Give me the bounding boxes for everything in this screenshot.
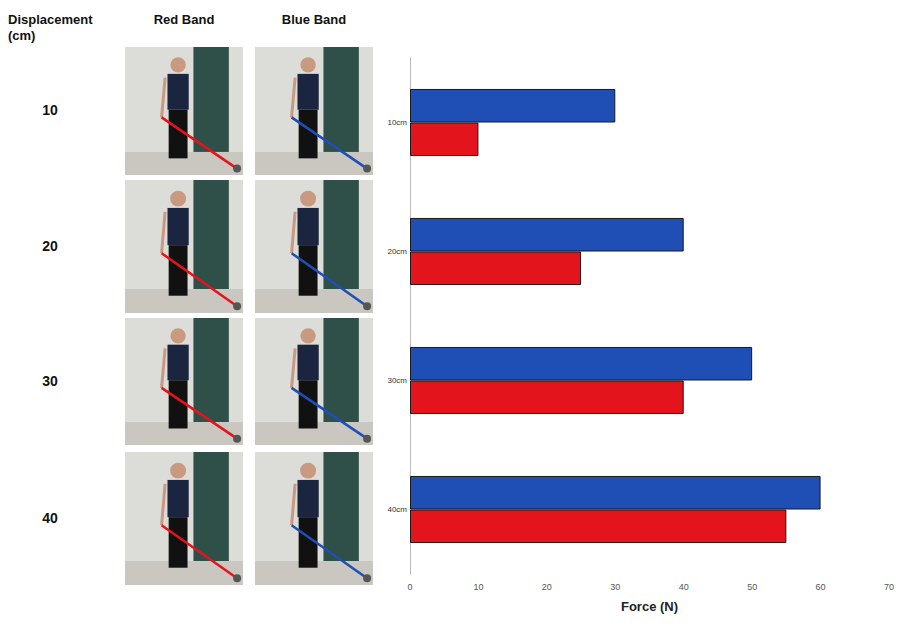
svg-text:50: 50 — [747, 582, 757, 592]
svg-text:70: 70 — [884, 582, 894, 592]
html-text:10: 10 — [42, 102, 58, 118]
html-text:Red Band: Red Band — [153, 12, 215, 27]
svg-text:20: 20 — [542, 582, 552, 592]
svg-text:20cm: 20cm — [387, 247, 407, 256]
svg-text:0: 0 — [407, 582, 412, 592]
html-text:30: 30 — [42, 372, 58, 389]
svg-text:Force (N): Force (N) — [621, 599, 678, 614]
html-text:Blue Band: Blue Band — [281, 12, 347, 27]
svg-text:40cm: 40cm — [387, 505, 407, 514]
svg-text:10cm: 10cm — [387, 118, 407, 127]
svg-text:30: 30 — [610, 582, 620, 592]
svg-text:60: 60 — [816, 582, 826, 592]
html-text:20: 20 — [42, 237, 58, 254]
svg-text:30cm: 30cm — [387, 376, 407, 385]
svg-text:40: 40 — [679, 582, 689, 592]
html-text:Displacement (cm): Displacement (cm) — [8, 12, 93, 43]
html-text:40: 40 — [42, 509, 58, 526]
svg-text:10: 10 — [473, 582, 483, 592]
